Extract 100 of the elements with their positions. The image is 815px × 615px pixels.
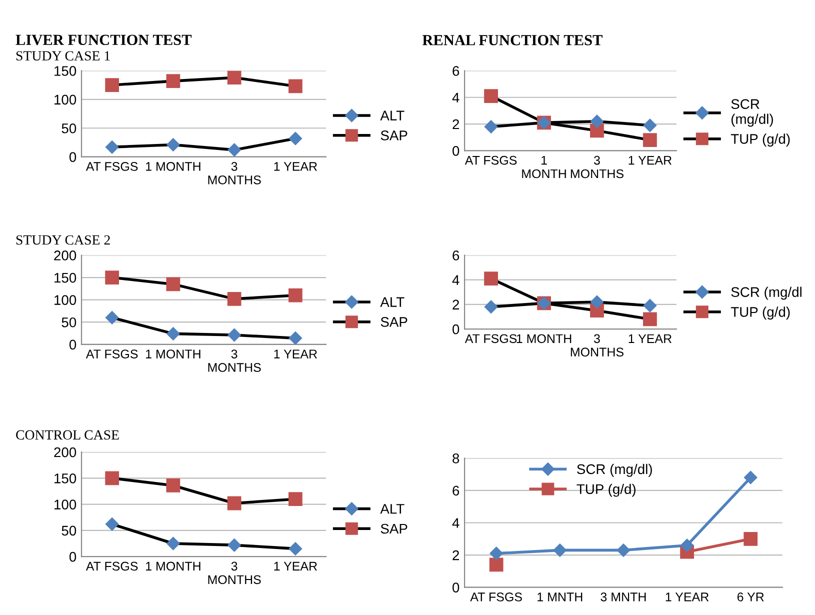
x-tick-label: 6 YR (737, 592, 764, 602)
y-tick-label: 6 (452, 250, 460, 260)
legend-label: TUP (g/d) (576, 484, 636, 497)
y-tick-label: 200 (54, 447, 76, 458)
y-tick-label: 4 (452, 275, 460, 285)
point (484, 89, 498, 103)
point (228, 143, 241, 157)
legend-label: SCR (mg/dl) (577, 464, 652, 477)
x-tick-label: 1 MONTH (516, 334, 572, 344)
y-tick-label: 0 (452, 324, 460, 334)
legend-label: SAP (380, 524, 408, 534)
point (744, 470, 758, 484)
point (288, 288, 302, 302)
y-tick-label: 2 (452, 119, 459, 130)
legend-label: SAP (380, 317, 408, 327)
point (105, 311, 119, 324)
x-tick-label: 1 YEAR (274, 350, 317, 358)
y-tick-label: 50 (62, 317, 76, 328)
legend-label: ALT (380, 110, 404, 120)
y-tick-label: 6 (452, 486, 460, 496)
point (643, 133, 657, 147)
legend-label: TUP (g/d) (730, 134, 790, 147)
y-tick-label: 150 (54, 66, 76, 76)
x-tick-label: 1 YEAR (628, 334, 672, 343)
y-tick-label: 0 (452, 582, 460, 592)
x-tick-label: 3 MONTHS (570, 156, 624, 178)
y-tick-label: 50 (62, 123, 76, 134)
x-tick-label: 3 MONTHS (208, 562, 261, 584)
point (228, 538, 241, 552)
point (227, 70, 242, 85)
legend-label: SAP (380, 130, 408, 140)
y-tick-label: 50 (62, 526, 76, 536)
point (105, 270, 120, 284)
point (166, 277, 180, 292)
y-tick-label: 2 (452, 550, 459, 560)
point (490, 546, 503, 560)
point (643, 312, 657, 326)
legend-label: ALT (380, 504, 404, 514)
x-tick-label: 1 YEAR (666, 592, 709, 602)
y-tick-label: 150 (54, 272, 76, 283)
point (744, 532, 758, 546)
point (484, 120, 498, 134)
point (489, 558, 504, 572)
x-tick-label: AT FSGS (86, 350, 138, 358)
point (105, 518, 119, 531)
point (643, 118, 657, 132)
legend-label: SCR (mg/dl (731, 286, 802, 300)
point (166, 138, 180, 152)
y-tick-label: 100 (54, 500, 76, 510)
y-tick-label: 150 (54, 473, 76, 484)
x-tick-label: 1 MONTH (146, 162, 200, 171)
x-tick-label: AT FSGS (86, 162, 138, 171)
x-tick-label: 1 YEAR (274, 562, 317, 570)
point (166, 536, 180, 550)
x-tick-label: 3 MONTHS (570, 334, 624, 357)
point (288, 542, 302, 556)
point (105, 78, 120, 92)
x-tick-label: AT FSGS (464, 156, 517, 165)
y-tick-label: 4 (452, 92, 460, 102)
legend-label: SCR (mg/dl) (731, 99, 773, 127)
x-tick-label: 3 MONTHS (208, 350, 261, 372)
x-tick-label: 1 MNTH (538, 592, 582, 602)
y-tick-label: 100 (54, 94, 76, 105)
y-tick-label: 0 (69, 552, 76, 562)
y-tick-label: 0 (69, 152, 76, 162)
point (288, 492, 302, 506)
legend-label: ALT (380, 297, 404, 307)
x-tick-label: 1 MONTH (146, 562, 200, 571)
point (166, 327, 180, 340)
x-tick-label: AT FSGS (464, 334, 517, 344)
point (616, 544, 630, 557)
y-tick-label: 100 (54, 295, 76, 305)
x-tick-label: 1 MONTH (522, 156, 566, 178)
x-tick-label: 1 YEAR (628, 156, 672, 165)
point (105, 140, 119, 154)
chart-subtitle: STUDY CASE 1 (16, 51, 110, 61)
y-tick-label: 0 (69, 340, 76, 350)
point (680, 538, 694, 552)
x-tick-label: AT FSGS (470, 592, 522, 602)
x-tick-label: 1 YEAR (274, 162, 317, 171)
point (288, 332, 302, 344)
point (484, 300, 498, 314)
x-tick-label: 1 MONTH (146, 350, 200, 358)
y-tick-label: 8 (452, 454, 460, 464)
point (166, 74, 180, 88)
y-tick-label: 0 (452, 146, 460, 156)
y-tick-label: 6 (452, 66, 460, 76)
point (166, 478, 180, 492)
point (288, 132, 302, 146)
chart-title: STUDY CASE 2 (16, 235, 110, 245)
point (553, 544, 566, 557)
point (643, 299, 657, 312)
x-tick-label: 3 MONTHS (208, 162, 261, 184)
chart-title: LIVER FUNCTION TEST (16, 34, 192, 46)
y-tick-label: 4 (452, 518, 460, 528)
point (227, 496, 242, 510)
point (484, 272, 498, 286)
point (590, 295, 604, 309)
point (590, 124, 604, 138)
point (590, 114, 604, 128)
